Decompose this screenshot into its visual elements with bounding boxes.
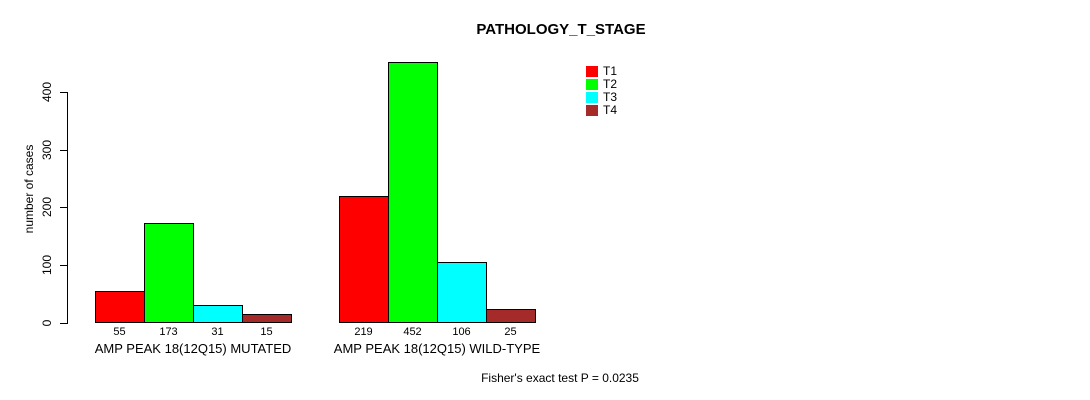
bar-value-label: 55 bbox=[113, 326, 126, 338]
category-label: AMP PEAK 18(12Q15) MUTATED bbox=[94, 341, 292, 356]
bar-value-label: 173 bbox=[159, 326, 178, 338]
bar-t4-group2 bbox=[486, 309, 536, 323]
legend-item-t4: T4 bbox=[586, 104, 617, 117]
y-axis-tick-label: 300 bbox=[40, 139, 54, 160]
legend-label: T3 bbox=[603, 90, 618, 104]
legend: T1 T2 T3 T4 bbox=[586, 65, 617, 117]
legend-item-t1: T1 bbox=[586, 65, 617, 78]
bar-value-label: 106 bbox=[452, 326, 471, 338]
bar-value-label: 25 bbox=[504, 326, 517, 338]
bar-t4-group1 bbox=[242, 314, 292, 323]
bar-t2-group2 bbox=[388, 62, 438, 323]
y-axis-tick bbox=[60, 323, 67, 324]
legend-label: T4 bbox=[603, 103, 618, 117]
bar-value-label: 15 bbox=[260, 326, 273, 338]
legend-swatch-t2 bbox=[586, 79, 598, 90]
bar-t1-group1 bbox=[95, 291, 145, 323]
y-axis-tick bbox=[60, 149, 67, 151]
bar-value-label: 452 bbox=[403, 326, 422, 338]
chart-title: PATHOLOGY_T_STAGE bbox=[476, 21, 646, 38]
category-label: AMP PEAK 18(12Q15) WILD-TYPE bbox=[333, 341, 541, 356]
y-axis-label: number of cases bbox=[22, 144, 36, 234]
y-axis-tick bbox=[60, 207, 67, 209]
legend-swatch-t4 bbox=[586, 105, 598, 116]
y-axis-line bbox=[67, 91, 68, 324]
y-axis-tick-label: 0 bbox=[40, 319, 54, 327]
bar-t1-group2 bbox=[339, 196, 389, 323]
y-axis-tick bbox=[60, 91, 67, 93]
legend-item-t2: T2 bbox=[586, 78, 617, 91]
legend-label: T2 bbox=[603, 77, 618, 91]
legend-swatch-t3 bbox=[586, 92, 598, 103]
annotation-text: Fisher's exact test P = 0.0235 bbox=[481, 371, 639, 385]
bar-t3-group1 bbox=[193, 305, 243, 323]
y-axis-tick-label: 400 bbox=[40, 81, 54, 102]
y-axis-tick-label: 100 bbox=[40, 255, 54, 276]
bar-t3-group2 bbox=[437, 262, 487, 323]
y-axis-tick bbox=[60, 265, 67, 267]
bar-value-label: 31 bbox=[211, 326, 224, 338]
legend-item-t3: T3 bbox=[586, 91, 617, 104]
legend-label: T1 bbox=[603, 64, 618, 78]
y-axis-tick-label: 200 bbox=[40, 197, 54, 218]
legend-swatch-t1 bbox=[586, 66, 598, 77]
bar-t2-group1 bbox=[144, 223, 194, 323]
bar-value-label: 219 bbox=[354, 326, 373, 338]
